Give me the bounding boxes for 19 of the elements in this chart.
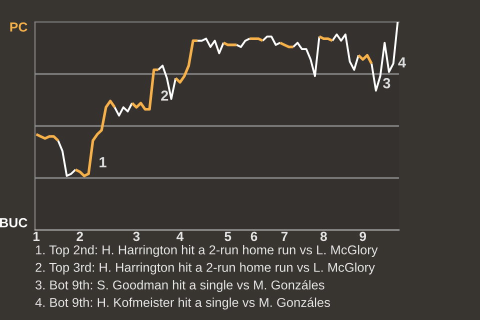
x-tick-label: 7 [281, 232, 288, 241]
x-tick-label: 3 [133, 232, 140, 242]
annotation: 1 [100, 157, 106, 168]
x-tick-label: 4 [176, 232, 184, 241]
text: 1. Top 2nd: H. Harrington hit a 2-run home run vs L. McGlory [36, 245, 378, 257]
annotation: 4 [398, 57, 406, 68]
annotation: 2 [161, 90, 168, 101]
x-tick-label: 9 [360, 232, 366, 242]
text: 3. Bot 9th: S. Goodman hit a single vs M. Gonzáles [35, 280, 324, 292]
annotation: 3 [382, 78, 390, 88]
x-tick-label: 1 [33, 232, 40, 241]
text: 4. Bot 9th: H. Kofmeister hit a single vs M. Gonzáles [35, 297, 330, 310]
x-tick-label: 8 [320, 232, 327, 242]
text: PC [10, 22, 28, 32]
x-tick-label: 2 [76, 232, 83, 241]
text: BUC [0, 218, 28, 228]
x-tick-label: 6 [250, 232, 258, 242]
x-tick-label: 5 [224, 232, 232, 242]
text: 2. Top 3rd: H. Harrington hit a 2-run home run vs L. McGlory [36, 262, 375, 274]
